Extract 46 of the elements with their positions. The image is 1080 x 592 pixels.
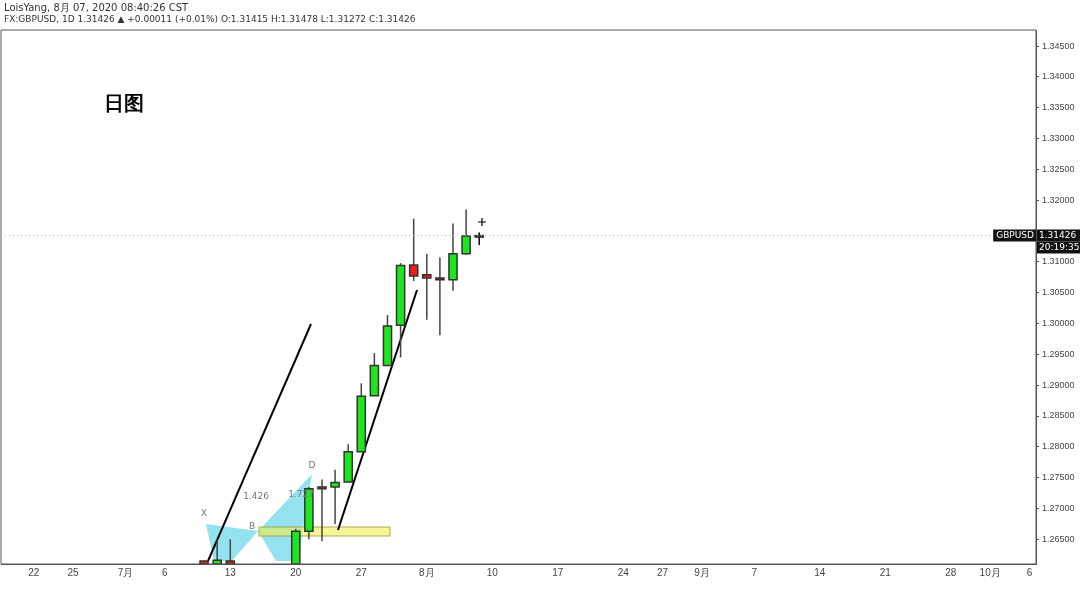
text: LoisYang, 8月 07, 2020 08:40:26 CST [4, 1, 189, 15]
y-tick-label: 1.34500 [1042, 40, 1075, 51]
x-tick-label: 13 [224, 566, 237, 578]
y-tick-label: 1.27500 [1042, 472, 1075, 483]
y-tick-label: 1.26500 [1042, 533, 1075, 544]
x-tick-label: 28 [945, 566, 957, 578]
y-tick-label: 1.31000 [1042, 256, 1075, 267]
x-tick-label: 6 [1026, 566, 1033, 578]
x-tick-label: 22 [28, 566, 40, 578]
y-tick-label: 1.30000 [1042, 318, 1075, 328]
x-tick-label: 24 [617, 566, 630, 578]
x-tick-label: 25 [67, 566, 80, 578]
x-tick-label: 10月 [979, 566, 1001, 578]
x-tick-label: 8月 [419, 566, 435, 578]
x-tick-label: 6 [161, 566, 168, 578]
y-tick-label: 1.30500 [1042, 287, 1075, 298]
annotation: X [200, 508, 208, 519]
y-tick-label: 1.33000 [1042, 133, 1075, 144]
ref-line-label: GBPUSD [996, 229, 1035, 240]
text: 1.31426 [1039, 229, 1077, 240]
y-tick-label: 1.34000 [1042, 71, 1075, 82]
x-tick-label: 27 [355, 566, 368, 578]
y-tick-label: 1.27000 [1042, 502, 1075, 513]
chart-subtitle: FX:GBPUSD, 1D 1.31426 ▲ +0.00011 (+0.01%) O:1.31415 H:1.31478 L:1.31272 C:1.31426 [4, 14, 416, 24]
x-tick-label: 20 [290, 566, 302, 578]
x-tick-label: 7 [751, 566, 758, 578]
annotation: 1.727 [288, 489, 314, 500]
text: 日图 [104, 90, 144, 117]
annotation: 1.426 [243, 491, 270, 502]
y-tick-label: 1.32500 [1042, 163, 1075, 174]
x-tick-label: 27 [657, 566, 669, 578]
y-tick-label: 1.29500 [1042, 348, 1075, 359]
annotation: D [308, 460, 316, 471]
x-tick-label: 7月 [117, 566, 134, 578]
x-tick-label: 21 [879, 566, 892, 578]
text: 20:19:35 [1039, 241, 1080, 252]
x-tick-label: 10 [486, 566, 499, 578]
y-tick-label: 1.33500 [1042, 102, 1075, 113]
y-tick-label: 1.28500 [1042, 410, 1075, 421]
annotation: B [248, 521, 256, 532]
x-tick-label: 9月 [694, 566, 710, 578]
y-tick-label: 1.28000 [1042, 441, 1075, 452]
y-tick-label: 1.29000 [1042, 379, 1075, 390]
x-tick-label: 17 [552, 566, 564, 578]
x-tick-label: 14 [814, 566, 826, 578]
y-tick-label: 1.32000 [1042, 194, 1075, 205]
